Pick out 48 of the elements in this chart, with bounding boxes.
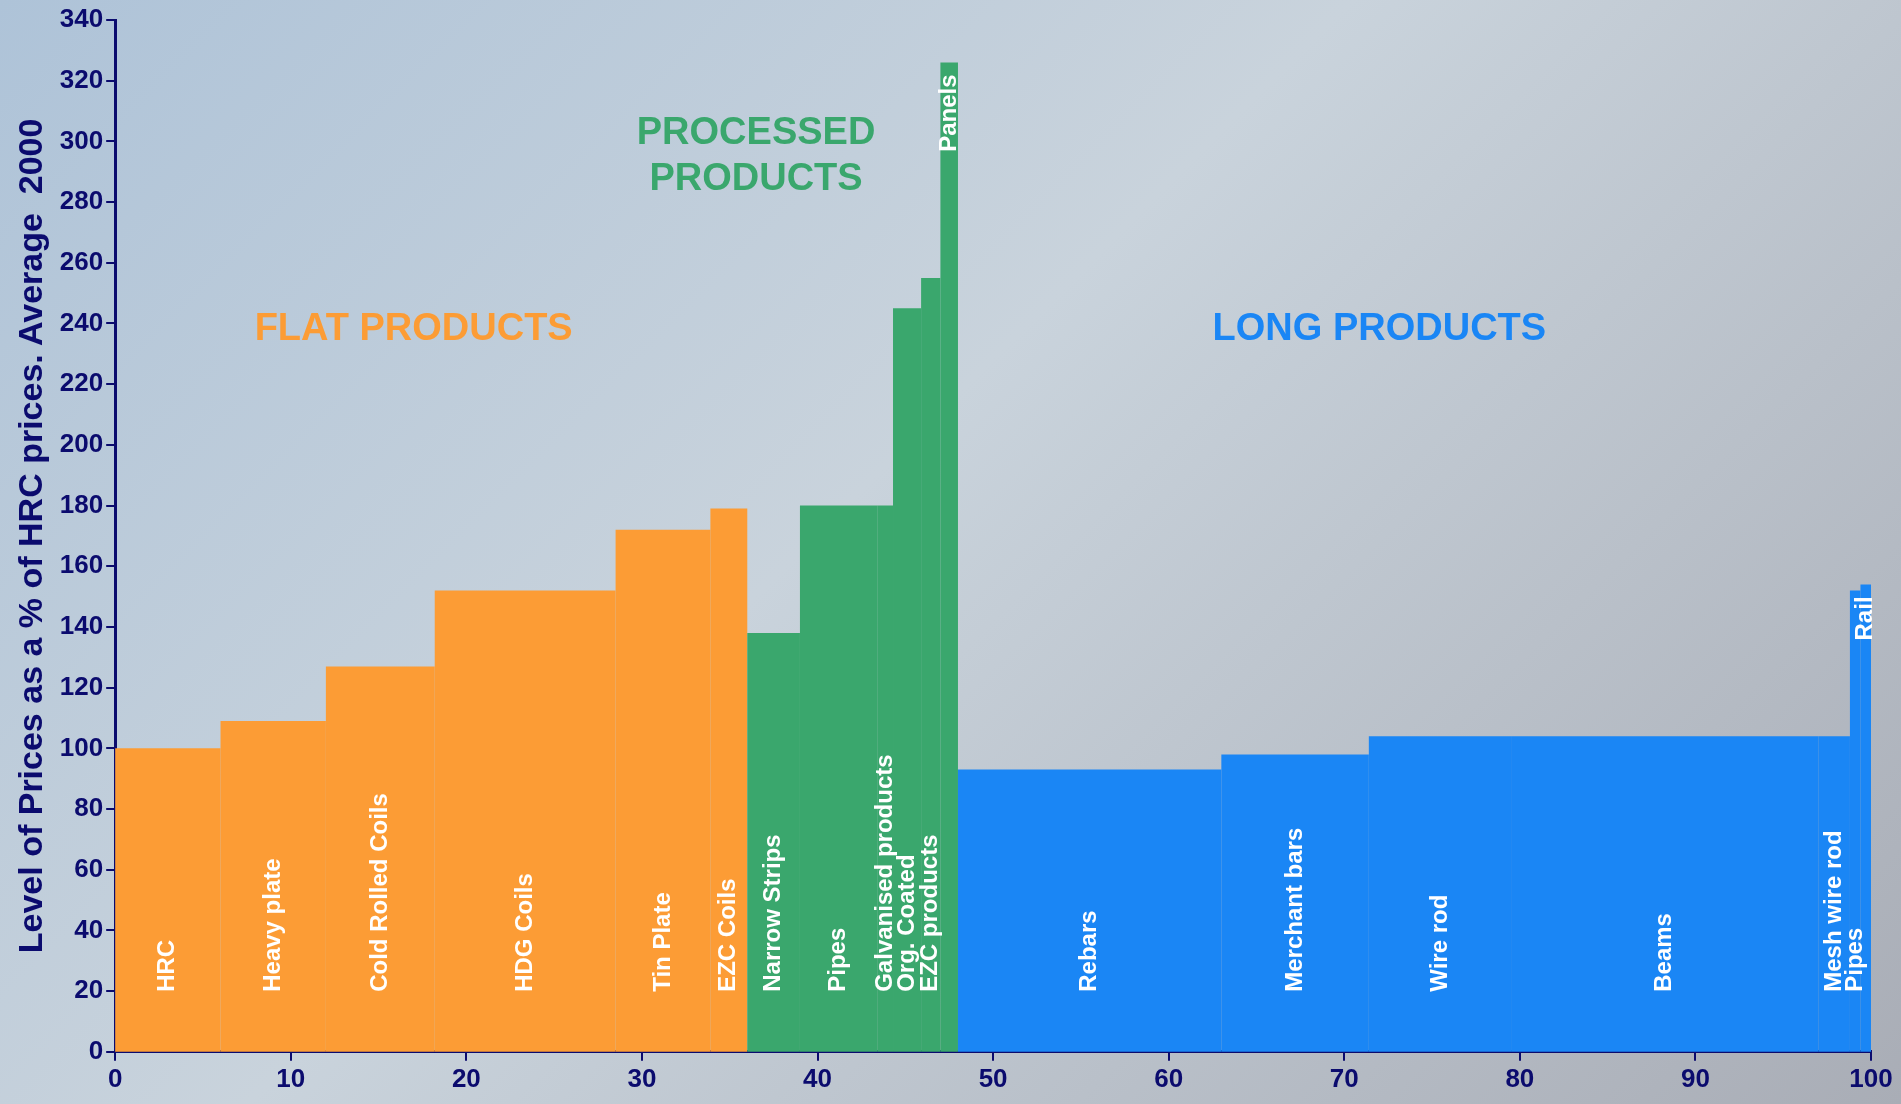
y-tick-label: 200 — [59, 428, 104, 459]
y-tick-label: 340 — [59, 3, 104, 34]
y-tick-label: 320 — [59, 63, 104, 94]
annotation: Narrow Strips — [758, 834, 786, 992]
annotation: Cold Rolled Coils — [364, 793, 392, 992]
y-tick-label: 140 — [59, 610, 104, 641]
x-tick-label: 20 — [451, 1062, 481, 1093]
annotation: Pipes — [823, 927, 851, 992]
annotation: Panels — [933, 74, 961, 152]
x-tick-label: 30 — [627, 1062, 657, 1093]
x-tick-label: 50 — [978, 1062, 1008, 1093]
series-label: PROCESSED PRODUCTS — [636, 109, 876, 198]
y-tick-label: 100 — [59, 731, 104, 762]
y-tick-label: 160 — [59, 549, 104, 580]
x-tick-label: 60 — [1154, 1062, 1184, 1093]
annotation: EZC Coils — [713, 878, 741, 992]
y-tick-label: 240 — [59, 306, 104, 337]
annotation: Merchant bars — [1279, 827, 1307, 992]
y-tick-label: 280 — [59, 185, 104, 216]
annotation: Wire rod — [1424, 894, 1452, 992]
annotation: Rail — [1850, 596, 1878, 641]
y-tick-label: 180 — [59, 488, 104, 519]
annotation: Tin Plate — [647, 892, 675, 992]
y-tick-label: 40 — [74, 913, 104, 944]
y-tick-label: 220 — [59, 367, 104, 398]
y-tick-label: 260 — [59, 245, 104, 276]
y-tick-label: 20 — [74, 974, 104, 1005]
annotation: HRC — [152, 939, 180, 992]
annotation: HDG Coils — [509, 873, 537, 992]
x-tick-label: 0 — [107, 1062, 123, 1093]
y-tick-label: 0 — [88, 1034, 104, 1065]
y-tick-label: 80 — [74, 792, 104, 823]
annotation: Beams — [1649, 913, 1677, 992]
text: FLAT PRODUCTS — [254, 306, 573, 349]
x-tick-label: 100 — [1849, 1062, 1893, 1093]
x-tick-label: 70 — [1329, 1062, 1359, 1093]
y-tick-label: 300 — [59, 124, 104, 155]
y-tick-label: 60 — [74, 852, 104, 883]
y-tick-label: 120 — [59, 670, 104, 701]
x-tick-label: 90 — [1680, 1062, 1710, 1093]
x-tick-label: 40 — [803, 1062, 832, 1093]
annotation: Rebars — [1074, 910, 1102, 992]
text: LONG PRODUCTS — [1212, 306, 1547, 349]
annotation: Heavy plate — [257, 858, 285, 992]
annotation: Galvanised products — [869, 754, 897, 992]
x-tick-label: 10 — [276, 1062, 306, 1093]
x-tick-label: 80 — [1505, 1062, 1535, 1093]
y-axis-title: Level of Prices as a % of HRC prices. Average 2000 — [10, 118, 49, 954]
